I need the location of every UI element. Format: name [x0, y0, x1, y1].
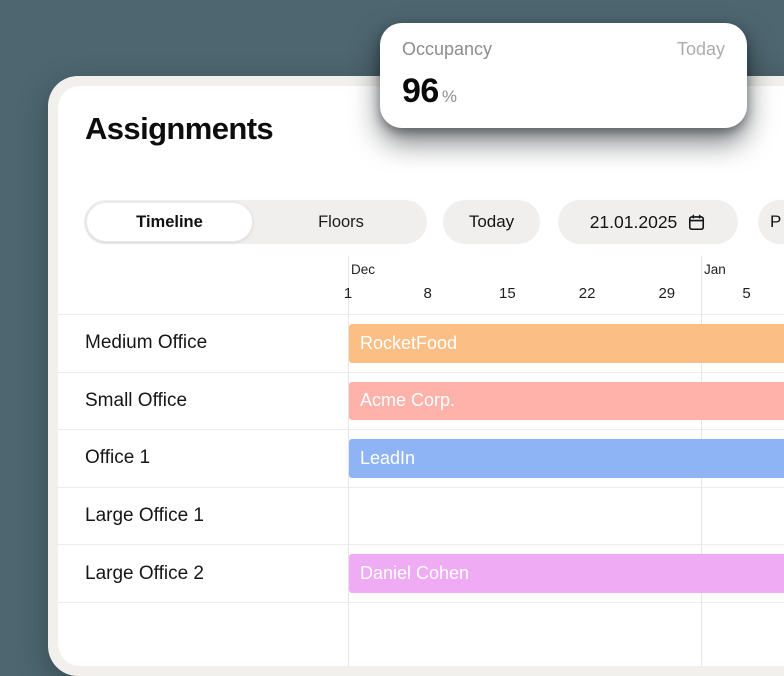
assignments-card-rim: Assignments Timeline Floors Today 21.01.… — [48, 76, 784, 676]
assignment-bar[interactable]: RocketFood — [349, 324, 784, 363]
row-timeline: Daniel Cohen — [348, 545, 784, 602]
calendar-icon — [689, 214, 705, 230]
table-row: Small Office Acme Corp. — [58, 373, 784, 431]
view-toggle[interactable]: Timeline Floors — [84, 200, 427, 244]
week-tick: 15 — [499, 285, 516, 302]
week-tick: 8 — [423, 285, 432, 302]
week-tick: 29 — [658, 285, 676, 302]
assignment-bar[interactable]: Daniel Cohen — [349, 554, 784, 593]
assignment-label: RocketFood — [360, 332, 458, 353]
occupancy-unit: % — [441, 87, 457, 106]
assignment-label: Acme Corp. — [360, 390, 456, 411]
row-timeline: Acme Corp. — [348, 373, 784, 430]
page-title: Assignments — [85, 111, 274, 146]
room-name: Office 1 — [85, 447, 151, 469]
assignment-label: Daniel Cohen — [360, 563, 470, 584]
assignments-table: Medium Office RocketFood Small Office Acme … — [58, 314, 784, 603]
occupancy-period: Today — [676, 39, 725, 59]
date-picker-button[interactable]: 21.01.2025 — [558, 200, 738, 244]
occupancy-value-row: 96 % — [402, 72, 725, 111]
week-tick: 22 — [578, 285, 596, 302]
room-name: Small Office — [85, 389, 188, 411]
today-button-label: Today — [468, 212, 515, 231]
table-row: Office 1 LeadIn — [58, 430, 784, 488]
room-name: Medium Office — [85, 332, 208, 354]
tab-timeline[interactable]: Timeline — [86, 202, 253, 242]
timeline-header: Dec Jan 1 8 15 22 29 5 — [58, 256, 784, 314]
assignment-bar[interactable]: Acme Corp. — [349, 381, 784, 421]
row-timeline — [348, 488, 784, 545]
row-timeline: RocketFood — [348, 315, 784, 372]
occupancy-title: Occupancy — [402, 39, 493, 59]
tab-floors-label: Floors — [318, 212, 364, 231]
table-row: Medium Office RocketFood — [58, 315, 784, 373]
table-row: Large Office 2 Daniel Cohen — [58, 545, 784, 603]
room-name: Large Office 2 — [85, 562, 205, 584]
week-tick: 5 — [742, 285, 751, 302]
occupancy-value: 96 — [402, 72, 439, 110]
week-tick: 1 — [343, 285, 353, 302]
partial-button[interactable]: P — [758, 200, 784, 244]
room-name: Large Office 1 — [85, 505, 205, 527]
month-label: Jan — [704, 262, 726, 277]
tab-timeline-label: Timeline — [136, 212, 203, 231]
assignments-card: Assignments Timeline Floors Today 21.01.… — [58, 86, 784, 666]
row-timeline: LeadIn — [348, 430, 784, 487]
table-row: Large Office 1 — [58, 488, 784, 546]
assignment-bar[interactable]: LeadIn — [349, 439, 784, 478]
partial-button-label: P — [770, 212, 782, 231]
assignment-label: LeadIn — [360, 447, 416, 468]
month-label: Dec — [351, 262, 376, 277]
tab-floors[interactable]: Floors — [255, 200, 427, 244]
date-picker-value: 21.01.2025 — [589, 211, 678, 232]
occupancy-card: Occupancy Today 96 % — [380, 23, 747, 128]
today-button[interactable]: Today — [443, 200, 540, 244]
